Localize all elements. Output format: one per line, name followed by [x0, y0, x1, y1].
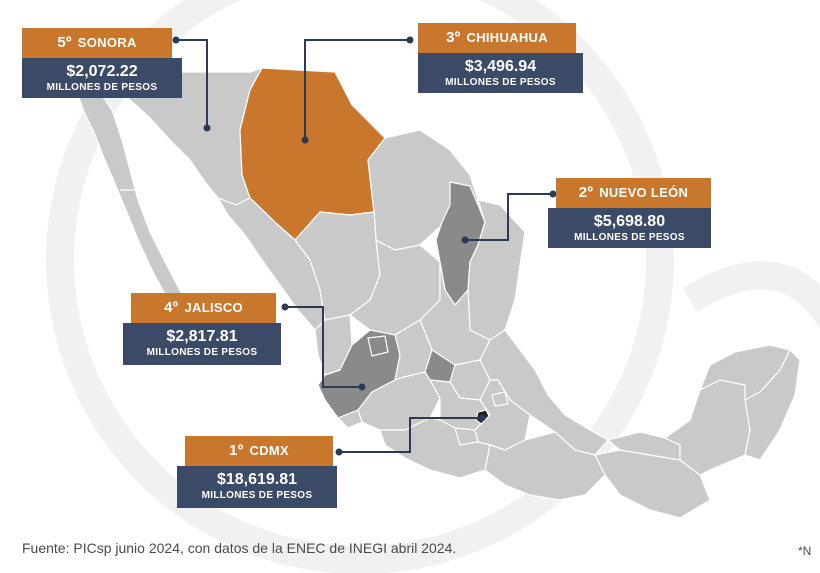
callout-amount: $18,619.81 [216, 471, 298, 488]
callout-value-box: $5,698.80 MILLONES DE PESOS [548, 208, 711, 248]
state-tlaxcala [491, 391, 509, 407]
callout-tag: 3º CHIHUAHUA [418, 23, 576, 53]
leader-line-nuevo-leon [465, 193, 553, 241]
callout-unit: MILLONES DE PESOS [46, 82, 158, 93]
callout-state-name: CHIHUAHUA [466, 30, 548, 45]
state-quintana-roo [744, 349, 801, 461]
callout-tag: 2º NUEVO LEÓN [556, 178, 711, 208]
leader-dots [172, 36, 557, 456]
callout-amount: $2,817.81 [166, 328, 238, 345]
source-note: Fuente: PICsp junio 2024, con datos de l… [22, 540, 457, 556]
callout-chihuahua: 3º CHIHUAHUA $3,496.94 MILLONES DE PESOS [418, 23, 583, 93]
leader-lines [176, 39, 553, 453]
callout-state-name: SONORA [77, 35, 137, 50]
leader-line-cdmx [339, 417, 482, 453]
callout-unit: MILLONES DE PESOS [574, 232, 685, 243]
callout-rank: 4º [164, 299, 179, 316]
callout-state-name: NUEVO LEÓN [599, 185, 689, 200]
callout-tag: 1º CDMX [185, 436, 333, 466]
leader-line-sonora [176, 39, 208, 128]
callout-value-box: $2,072.22 MILLONES DE PESOS [22, 58, 182, 98]
callout-value-box: $3,496.94 MILLONES DE PESOS [418, 53, 583, 93]
callout-rank: 2º [578, 184, 594, 201]
callout-unit: MILLONES DE PESOS [201, 490, 313, 501]
callout-rank: 5º [57, 34, 72, 51]
callout-amount: $5,698.80 [593, 213, 666, 230]
callout-rank: 3º [446, 29, 461, 46]
background-watermark [46, 0, 820, 573]
callout-cdmx: 1º CDMX $18,619.81 MILLONES DE PESOS [177, 436, 337, 508]
callout-unit: MILLONES DE PESOS [146, 347, 258, 358]
callout-jalisco: 4º JALISCO $2,817.81 MILLONES DE PESOS [123, 293, 281, 365]
callout-value-box: $2,817.81 MILLONES DE PESOS [123, 323, 281, 365]
callout-nuevo-leon: 2º NUEVO LEÓN $5,698.80 MILLONES DE PESOS [548, 178, 711, 248]
callout-tag: 5º SONORA [22, 28, 172, 58]
callout-amount: $2,072.22 [66, 63, 138, 80]
callout-state-name: JALISCO [184, 300, 243, 315]
callout-state-name: CDMX [249, 443, 289, 458]
callout-value-box: $18,619.81 MILLONES DE PESOS [177, 466, 337, 508]
callout-unit: MILLONES DE PESOS [445, 77, 556, 88]
leader-line-jalisco [285, 306, 362, 388]
callout-amount: $3,496.94 [464, 58, 537, 75]
state-aguascalientes [367, 335, 389, 357]
callout-sonora: 5º SONORA $2,072.22 MILLONES DE PESOS [22, 28, 182, 98]
callout-tag: 4º JALISCO [131, 293, 276, 323]
state-colima [337, 409, 363, 429]
leader-line-chihuahua [304, 39, 410, 140]
callout-rank: 1º [229, 442, 244, 459]
footnote-marker: *N [798, 544, 812, 558]
